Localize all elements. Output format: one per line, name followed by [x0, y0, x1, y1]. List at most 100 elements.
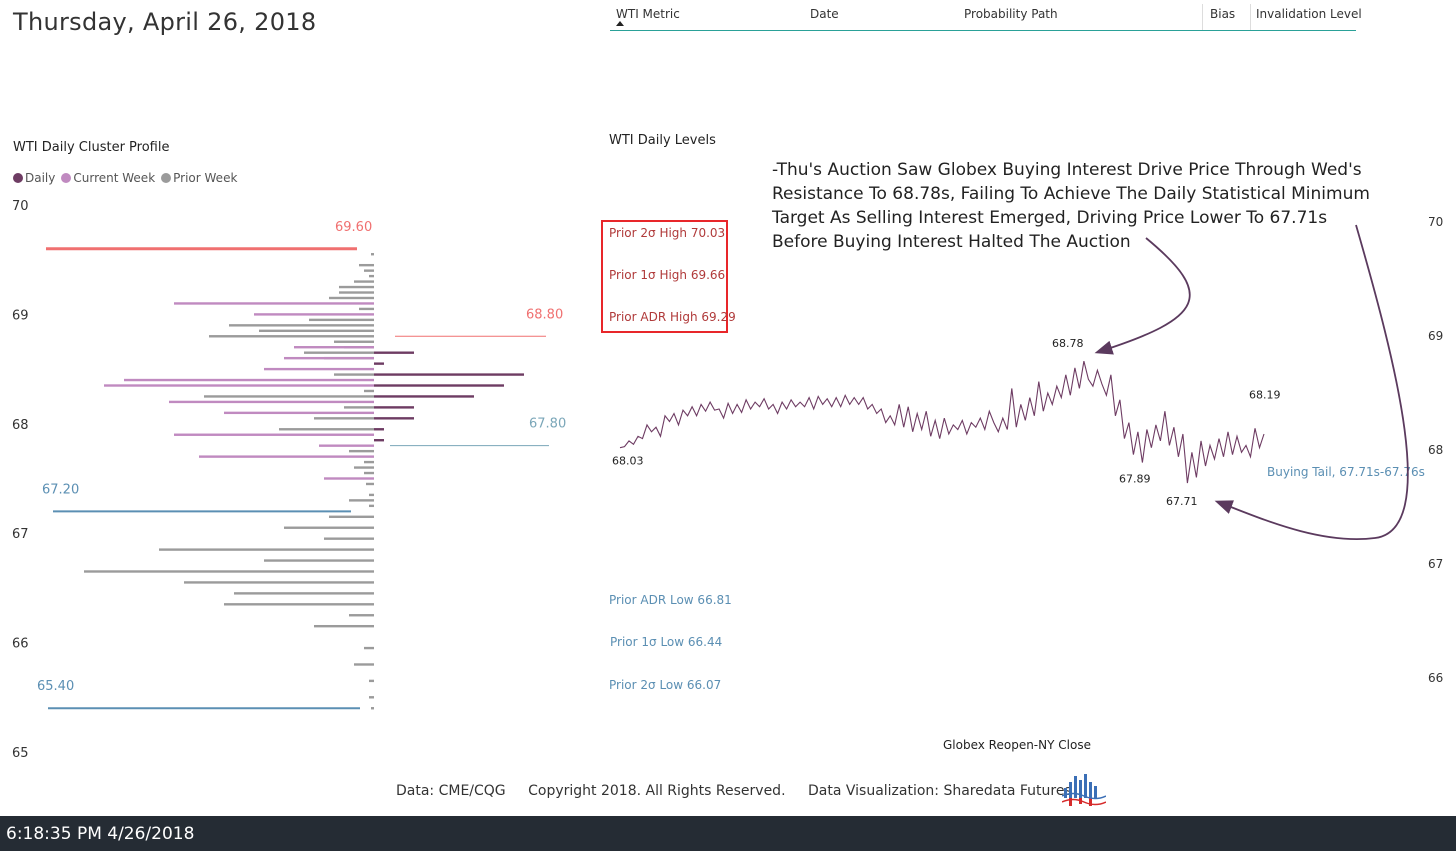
- profile-bar-prior-week: [364, 389, 374, 393]
- profile-bar-prior-week: [369, 679, 374, 683]
- legend-prior-week-label: Prior Week: [173, 171, 238, 185]
- ref-label-6720: 67.20: [42, 482, 79, 497]
- profile-bar-current-week: [169, 400, 374, 404]
- levels-y-tick: 70: [1428, 215, 1443, 229]
- annotation-line: -Thu's Auction Saw Globex Buying Interes…: [772, 160, 1362, 180]
- profile-title: WTI Daily Cluster Profile: [13, 140, 170, 155]
- profile-legend: Daily Current Week Prior Week: [13, 171, 239, 185]
- status-clock: 6:18:35 PM 4/26/2018: [6, 824, 195, 844]
- profile-bar-prior-week: [264, 559, 374, 562]
- annotation-line: Before Buying Interest Halted The Auctio…: [772, 232, 1131, 252]
- price-label-last: 68.19: [1249, 388, 1281, 401]
- sort-ascending-icon[interactable]: [616, 21, 624, 26]
- column-date[interactable]: Date: [810, 7, 839, 21]
- profile-bar-prior-week: [324, 537, 374, 540]
- profile-bars: [84, 253, 524, 710]
- annotation-line: Resistance To 68.78s, Failing To Achieve…: [772, 184, 1370, 204]
- price-label-low1: 67.89: [1119, 473, 1151, 486]
- profile-bar-prior-week: [314, 417, 374, 420]
- prior-adr-high: Prior ADR High 69.29: [609, 310, 736, 324]
- price-label-low2: 67.71: [1166, 495, 1198, 508]
- profile-bar-daily: [374, 384, 504, 387]
- profile-bar-daily: [374, 362, 384, 365]
- metrics-table-header: WTI Metric Date Probability Path Bias In…: [610, 4, 1362, 31]
- profile-bar-prior-week: [339, 285, 374, 289]
- profile-bar-prior-week: [366, 482, 374, 486]
- profile-bar-prior-week: [159, 548, 374, 551]
- cluster-profile-chart: 70 69 68 67 66 65 69.60 68.80 67.80 67.2…: [12, 199, 566, 761]
- profile-bar-prior-week: [371, 253, 374, 256]
- profile-bar-prior-week: [371, 707, 374, 710]
- profile-bar-daily: [374, 439, 384, 442]
- profile-bar-prior-week: [329, 296, 374, 300]
- levels-title: WTI Daily Levels: [609, 133, 716, 148]
- profile-bar-prior-week: [354, 663, 374, 666]
- column-bias[interactable]: Bias: [1210, 7, 1236, 21]
- ref-label-6880: 68.80: [526, 307, 563, 322]
- profile-bar-prior-week: [259, 329, 374, 333]
- profile-bar-current-week: [174, 302, 374, 305]
- profile-bar-current-week: [199, 455, 374, 458]
- column-probability-path[interactable]: Probability Path: [964, 7, 1058, 21]
- auction-annotation: -Thu's Auction Saw Globex Buying Interes…: [772, 158, 1412, 254]
- profile-bar-prior-week: [229, 324, 374, 327]
- page-date: Thursday, April 26, 2018: [13, 8, 317, 36]
- profile-bar-daily: [374, 395, 474, 398]
- profile-bar-current-week: [319, 444, 374, 447]
- annotation-line: Target As Selling Interest Emerged, Driv…: [772, 208, 1328, 228]
- profile-y-tick: 69: [12, 308, 29, 323]
- profile-bar-daily: [374, 428, 384, 431]
- prior-1sigma-high: Prior 1σ High 69.66: [609, 268, 726, 282]
- ref-label-6780: 67.80: [529, 417, 566, 432]
- column-invalidation-level[interactable]: Invalidation Level: [1256, 7, 1362, 21]
- profile-bar-current-week: [294, 346, 374, 349]
- profile-y-tick: 67: [12, 527, 29, 542]
- profile-bar-prior-week: [349, 499, 374, 502]
- profile-bar-prior-week: [224, 603, 374, 606]
- legend-daily-label: Daily: [25, 171, 56, 185]
- prior-high-levels-box: [601, 220, 728, 333]
- profile-bar-prior-week: [349, 614, 374, 617]
- prior-2sigma-low: Prior 2σ Low 66.07: [609, 678, 722, 692]
- annotation-arrow-high: [1094, 237, 1191, 355]
- profile-bar-current-week: [264, 367, 374, 371]
- profile-bar-current-week: [284, 356, 374, 360]
- price-line: [619, 360, 1265, 484]
- ref-label-6960: 69.60: [335, 220, 372, 235]
- profile-bar-prior-week: [364, 269, 374, 272]
- profile-bar-prior-week: [364, 471, 374, 475]
- legend-current-week[interactable]: Current Week: [61, 171, 155, 185]
- profile-bar-prior-week: [344, 406, 374, 409]
- price-labels: 68.03 68.78 67.89 67.71 68.19: [612, 337, 1281, 508]
- profile-bar-daily: [374, 417, 414, 420]
- prior-1sigma-low: Prior 1σ Low 66.44: [610, 635, 723, 649]
- profile-y-axis: 70 69 68 67 66 65: [12, 199, 29, 761]
- profile-bar-daily: [374, 351, 414, 354]
- price-label-high: 68.78: [1052, 337, 1084, 350]
- profile-bar-current-week: [104, 384, 374, 387]
- profile-bar-prior-week: [314, 624, 374, 628]
- legend-daily-swatch: [13, 173, 23, 183]
- profile-bar-prior-week: [329, 515, 374, 518]
- levels-y-axis: 70 69 68 67 66: [1428, 215, 1443, 685]
- profile-bar-prior-week: [209, 335, 374, 338]
- levels-x-label: Globex Reopen-NY Close: [943, 738, 1091, 752]
- levels-y-tick: 67: [1428, 557, 1443, 571]
- column-wti-metric[interactable]: WTI Metric: [616, 7, 680, 21]
- profile-bar-prior-week: [309, 318, 374, 322]
- prior-adr-low: Prior ADR Low 66.81: [609, 593, 732, 607]
- profile-bar-prior-week: [369, 696, 374, 699]
- legend-daily[interactable]: Daily: [13, 171, 55, 185]
- profile-bar-prior-week: [334, 373, 374, 376]
- profile-bar-prior-week: [369, 504, 374, 508]
- profile-reference-lines: [46, 247, 549, 710]
- footer-source: Data: CME/CQG: [396, 783, 506, 799]
- column-divider: [1202, 4, 1203, 30]
- legend-prior-week[interactable]: Prior Week: [161, 171, 237, 185]
- status-bar: 6:18:35 PM 4/26/2018: [0, 816, 1456, 851]
- profile-bar-prior-week: [359, 307, 374, 311]
- profile-bar-daily: [374, 406, 414, 409]
- prior-2sigma-high: Prior 2σ High 70.03: [609, 226, 726, 240]
- legend-current-week-swatch: [61, 173, 72, 183]
- levels-y-tick: 66: [1428, 671, 1443, 685]
